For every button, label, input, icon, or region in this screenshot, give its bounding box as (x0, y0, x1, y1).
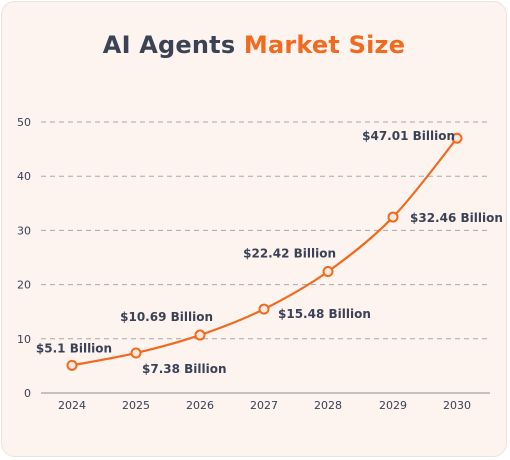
data-point (194, 329, 206, 341)
data-label: $15.48 Billion (278, 307, 371, 321)
x-tick-label: 2030 (443, 399, 471, 412)
x-tick-label: 2028 (314, 399, 342, 412)
x-tick-label: 2027 (250, 399, 278, 412)
y-tick-label: 20 (17, 279, 31, 292)
data-point (322, 265, 334, 277)
data-label: $7.38 Billion (142, 362, 227, 376)
y-tick-label: 10 (17, 333, 31, 346)
y-tick-label: 40 (17, 170, 31, 183)
x-tick-label: 2025 (122, 399, 150, 412)
data-point (66, 359, 78, 371)
data-label: $47.01 Billion (362, 129, 455, 143)
chart-title: AI Agents Market Size (0, 31, 508, 59)
title-accent: Market Size (243, 31, 406, 59)
data-label: $10.69 Billion (120, 310, 213, 324)
x-tick-label: 2029 (379, 399, 407, 412)
data-label: $22.42 Billion (243, 246, 336, 260)
data-point (130, 347, 142, 359)
x-tick-label: 2024 (58, 399, 86, 412)
data-label: $5.1 Billion (36, 341, 112, 355)
data-point (451, 132, 463, 144)
data-point (258, 303, 270, 315)
x-tick-label: 2026 (186, 399, 214, 412)
data-point (387, 211, 399, 223)
y-tick-label: 30 (17, 224, 31, 237)
data-label: $32.46 Billion (410, 211, 503, 225)
title-primary: AI Agents (102, 31, 236, 59)
y-tick-label: 0 (24, 387, 31, 400)
y-tick-label: 50 (17, 116, 31, 129)
